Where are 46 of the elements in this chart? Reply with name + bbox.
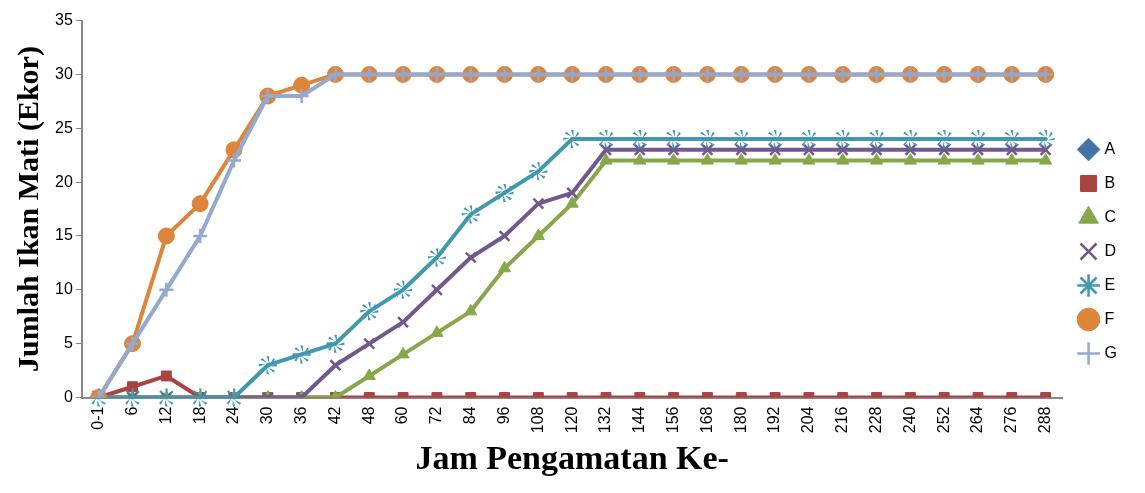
x-tick-label: 168 xyxy=(697,406,715,434)
x-tick-label: 252 xyxy=(934,406,952,434)
legend-label: F xyxy=(1104,309,1115,327)
x-tick-label: 72 xyxy=(427,406,445,425)
x-tick-label: 144 xyxy=(630,406,648,434)
x-tick-label: 96 xyxy=(494,406,512,425)
y-tick-label: 30 xyxy=(55,64,73,82)
x-tick-label: 228 xyxy=(866,406,884,434)
x-tick-label: 156 xyxy=(664,406,682,434)
y-tick-label: 5 xyxy=(63,334,73,352)
legend-label: B xyxy=(1104,173,1116,191)
x-tick-label: 288 xyxy=(1036,406,1054,434)
x-tick-label: 276 xyxy=(1002,406,1020,434)
x-tick-label: 24 xyxy=(224,406,242,425)
x-tick-label: 204 xyxy=(799,406,817,434)
x-tick-label: 132 xyxy=(596,406,614,434)
y-axis-title: Jumlah Ikan Mati (Ekor) xyxy=(10,46,45,372)
y-tick-label: 25 xyxy=(55,118,73,136)
y-tick-label: 20 xyxy=(55,172,73,190)
x-tick-label: 120 xyxy=(562,406,580,434)
legend-label: E xyxy=(1104,275,1116,293)
x-tick-label: 36 xyxy=(292,406,310,425)
x-tick-label: 216 xyxy=(833,406,851,434)
y-tick-label: 35 xyxy=(55,11,73,29)
x-tick-label: 84 xyxy=(461,406,479,425)
x-tick-label: 108 xyxy=(528,406,546,434)
legend-label: D xyxy=(1104,241,1117,259)
x-tick-label: 48 xyxy=(359,406,377,425)
y-tick-label: 15 xyxy=(55,226,73,244)
legend-label: G xyxy=(1104,343,1118,361)
y-tick-label: 0 xyxy=(63,387,73,405)
x-tick-label: 240 xyxy=(900,406,918,434)
legend-label: A xyxy=(1104,139,1116,157)
x-tick-label: 264 xyxy=(968,406,986,434)
x-tick-label: 30 xyxy=(258,406,276,425)
legend-label: C xyxy=(1104,207,1117,225)
x-tick-label: 60 xyxy=(393,406,411,425)
x-tick-label: 18 xyxy=(190,406,208,425)
y-tick-label: 10 xyxy=(55,280,73,298)
x-tick-label: 180 xyxy=(731,406,749,434)
x-tick-label: 42 xyxy=(325,406,343,425)
x-tick-label: 192 xyxy=(765,406,783,434)
x-tick-label: 12 xyxy=(156,406,174,425)
x-tick-label: 0-1 xyxy=(89,406,107,430)
x-axis-title: Jam Pengamatan Ke- xyxy=(415,439,729,477)
x-tick-label: 6 xyxy=(122,406,140,416)
